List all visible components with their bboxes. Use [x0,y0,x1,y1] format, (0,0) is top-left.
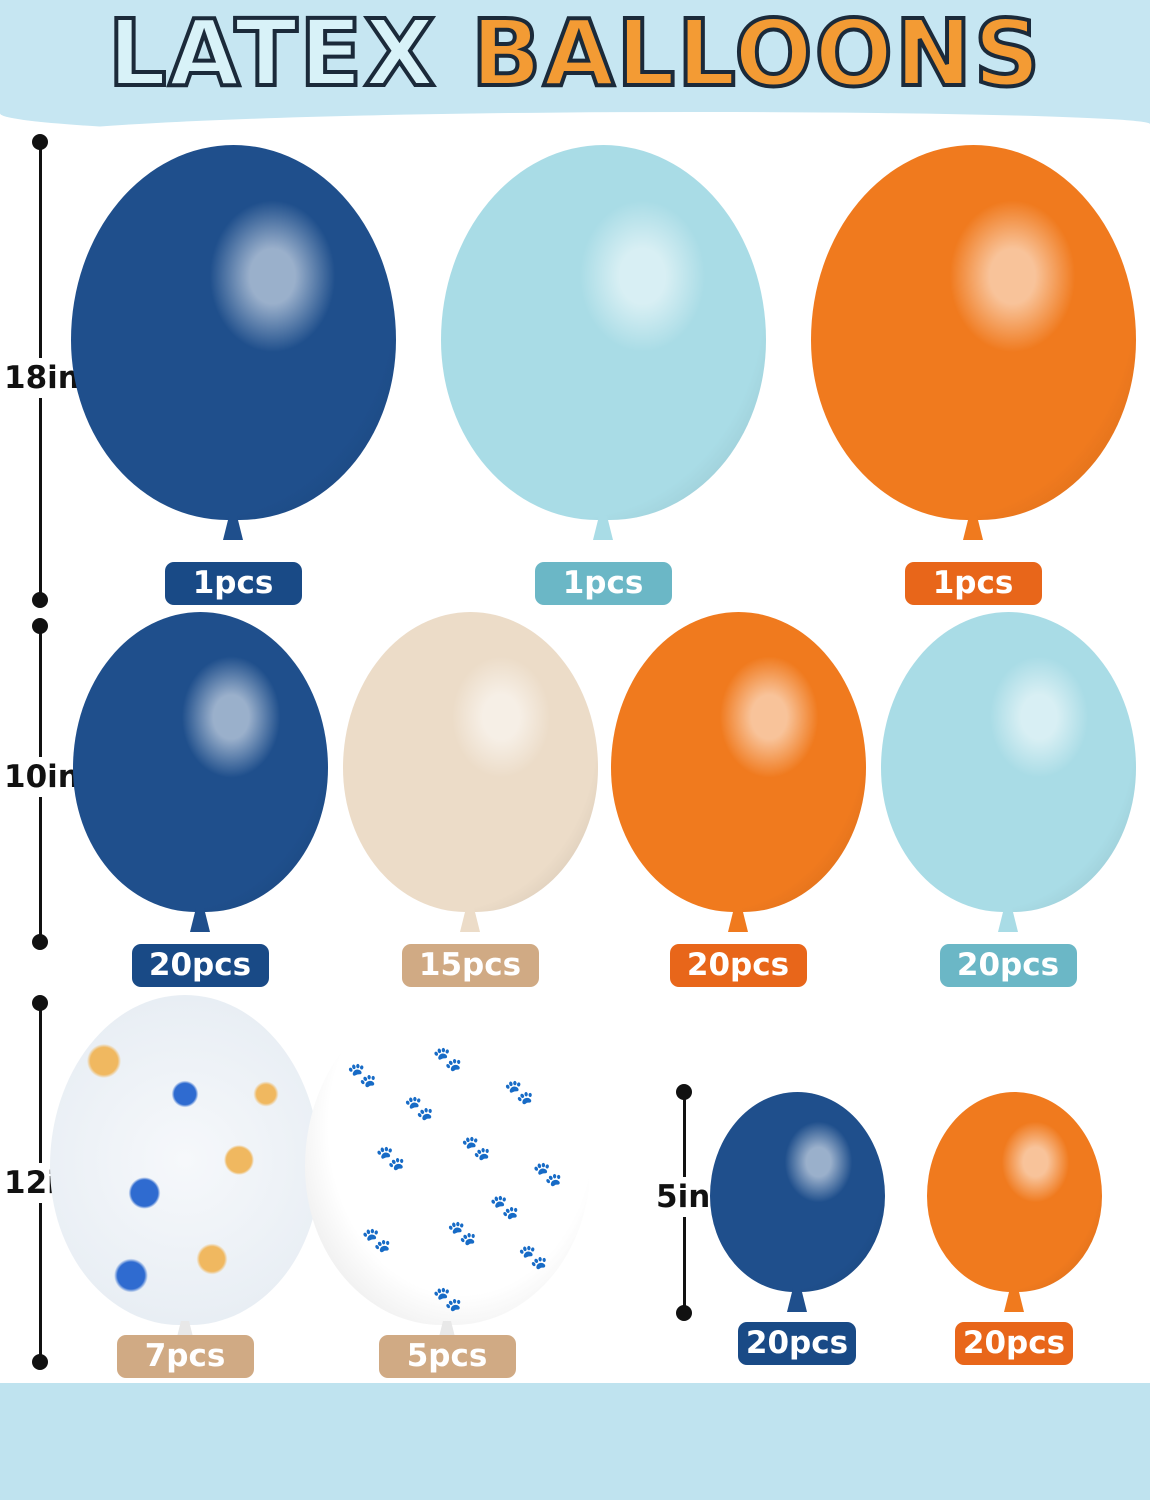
balloon-knot [787,1288,807,1312]
balloon-18in-navy [70,145,396,520]
ruler-end-dot [32,995,48,1011]
size-label-5in: 5in [656,1177,711,1217]
ruler-end-dot [32,134,48,150]
ruler-end-dot [32,592,48,608]
balloon-5in-orange [926,1092,1102,1292]
balloon-12in-confetti [50,995,320,1325]
paw-print-icon: 🐾 [447,1219,477,1248]
balloon-18in-light_blue [440,145,766,520]
paw-print-icon: 🐾 [404,1094,435,1122]
count-badge: 20pcs [939,944,1077,987]
paw-print-icon: 🐾 [504,1077,534,1106]
balloon-18in-orange [810,145,1136,520]
count-badge: 1pcs [904,562,1042,605]
count-badge: 7pcs [116,1335,254,1378]
balloon-knot [728,908,748,932]
balloon-knot [963,516,983,540]
ruler-end-dot [676,1084,692,1100]
balloon-knot [460,908,480,932]
paw-print-icon: 🐾 [347,1061,378,1089]
balloon-knot [1004,1288,1024,1312]
balloon-knot [223,516,243,540]
balloon-12in-paw_print: 🐾 🐾 🐾 🐾 🐾 🐾 🐾 🐾 🐾 🐾 🐾 🐾 [304,995,590,1325]
count-badge: 20pcs [738,1322,856,1365]
balloon-knot [593,516,613,540]
balloon-10in-sand [342,612,598,912]
paw-print-icon: 🐾 [461,1133,492,1162]
balloon-10in-navy [72,612,328,912]
count-badge: 20pcs [669,944,807,987]
paw-print-icon: 🐾 [532,1160,563,1188]
ruler-end-dot [676,1305,692,1321]
ruler-end-dot [32,1354,48,1370]
paw-print-icon: 🐾 [375,1143,406,1172]
count-badge: 20pcs [955,1322,1073,1365]
count-badge: 15pcs [401,944,539,987]
page-title: LATEX BALLOONS [0,2,1150,106]
title-word-balloons: BALLOONS [469,0,1043,107]
paw-print-icon: 🐾 [489,1193,520,1221]
balloon-knot [190,908,210,932]
title-word-latex: LATEX [106,0,438,107]
accessories-bar [0,1383,1150,1500]
paw-print-icon: 🐾 [518,1242,549,1271]
count-badge: 1pcs [534,562,672,605]
balloon-5in-navy [709,1092,885,1292]
size-label-10in: 10in [4,757,80,797]
ruler-end-dot [32,934,48,950]
balloon-10in-orange [610,612,866,912]
paw-print-icon: 🐾 [432,1285,463,1314]
size-label-18in: 18in [4,358,80,398]
paw-print-icon: 🐾 [361,1226,392,1254]
balloon-10in-light_blue [880,612,1136,912]
balloon-knot [998,908,1018,932]
count-badge: 20pcs [131,944,269,987]
count-badge: 5pcs [378,1335,516,1378]
count-badge: 1pcs [164,562,302,605]
paw-print-icon: 🐾 [432,1044,463,1073]
ruler-end-dot [32,618,48,634]
